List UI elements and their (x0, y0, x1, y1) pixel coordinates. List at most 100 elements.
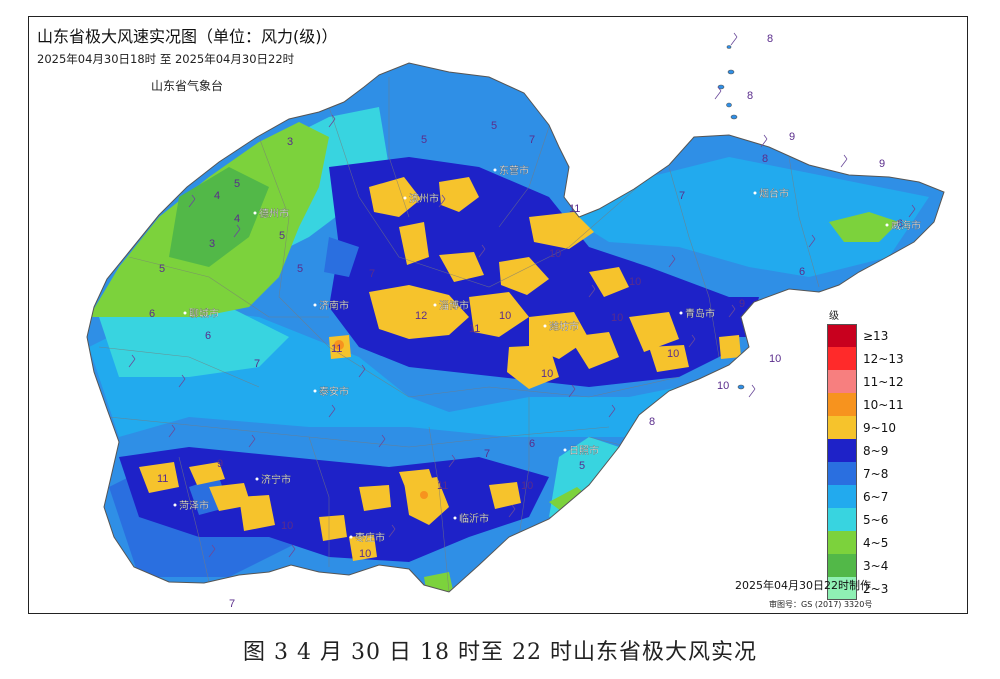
legend-item: 5~6 (827, 508, 937, 531)
legend-heading: 级 (829, 311, 839, 322)
legend-label: 7~8 (863, 466, 889, 481)
city-label: 泰安市 (319, 385, 349, 398)
legend-swatch (827, 485, 857, 508)
city-dot (885, 223, 889, 227)
map-frame: 8 8 9 8 9 8 3 5 4 4 3 5 5 5 6 6 7 11 12 11 10 10 10 10 10 10 11 10 1… (28, 16, 968, 614)
legend-swatch (827, 416, 857, 439)
city-label: 东营市 (499, 164, 529, 177)
wind-value-label: 10 (499, 310, 511, 322)
city-label: 滨州市 (409, 192, 439, 205)
wind-value-label: 10 (717, 380, 729, 392)
wind-value-label: 10 (541, 368, 553, 380)
wind-value-label: 5 (491, 120, 497, 132)
legend-swatch (827, 439, 857, 462)
wind-value-label: 6 (149, 308, 155, 320)
city-label: 烟台市 (759, 187, 789, 200)
legend-label: 3~4 (863, 558, 889, 573)
wind-value-label: 4 (214, 190, 220, 202)
wind-value-label: 11 (331, 343, 342, 355)
legend-item: ≥13 (827, 324, 937, 347)
legend-item: 7~8 (827, 462, 937, 485)
legend-item: 2~3 (827, 577, 937, 600)
map-title: 山东省极大风速实况图（单位：风力(级)） (37, 27, 338, 46)
city-label: 济南市 (319, 299, 349, 312)
legend-label: 4~5 (863, 535, 889, 550)
wind-value-label: 7 (484, 448, 490, 460)
city-label: 日照市 (569, 444, 599, 457)
city-dot (183, 311, 187, 315)
city-dot (403, 196, 407, 200)
city-dot (543, 324, 547, 328)
wind-value-label: 10 (629, 276, 641, 288)
legend-item: 10~11 (827, 393, 937, 416)
wind-value-label: 10 (611, 312, 623, 324)
wind-value-label: 11 (437, 480, 448, 492)
wind-value-label: 3 (209, 238, 215, 250)
city-dot (255, 477, 259, 481)
city-dot (313, 389, 317, 393)
legend-item: 8~9 (827, 439, 937, 462)
wind-legend: 级 ≥13 12~13 11~12 10~11 9~10 8~9 7~8 6~7 5~6 4~5 3… (827, 307, 937, 600)
wind-map: 8 8 9 8 9 8 3 5 4 4 3 5 5 5 6 6 7 11 12 11 10 10 10 10 10 10 11 10 1… (86, 32, 945, 610)
wind-value-label: 7 (529, 134, 535, 146)
map-value-labels: 8 8 9 8 9 8 3 5 4 4 3 5 5 5 6 6 7 11 12 11 10 10 10 10 10 10 11 10 1… (149, 33, 903, 610)
legend-swatch (827, 462, 857, 485)
time-range: 2025年04月30日18时 至 2025年04月30日22时 (37, 52, 295, 66)
city-dot (313, 303, 317, 307)
wind-value-label: 3 (287, 136, 293, 148)
city-label: 枣庄市 (355, 531, 385, 544)
legend-item: 12~13 (827, 347, 937, 370)
legend-label: 2~3 (863, 581, 889, 596)
wind-value-label: 7 (369, 268, 375, 280)
city-label: 菏泽市 (179, 499, 209, 512)
wind-value-label: 5 (297, 263, 303, 275)
legend-label: 9~10 (863, 420, 896, 435)
legend-label: 5~6 (863, 512, 889, 527)
wind-value-label: 11 (469, 323, 480, 335)
legend-swatch (827, 370, 857, 393)
city-dot (563, 448, 567, 452)
wind-value-label: 8 (747, 90, 753, 102)
legend-swatch (827, 531, 857, 554)
city-label: 济宁市 (261, 473, 291, 486)
organization-label: 山东省气象台 (151, 79, 224, 93)
wind-value-label: 5 (579, 460, 585, 472)
wind-value-label: 10 (667, 348, 679, 360)
city-dot (433, 303, 437, 307)
wind-value-label: 4 (234, 213, 240, 225)
city-dot (173, 503, 177, 507)
wind-value-label: 10 (359, 548, 371, 560)
wind-value-label: 10 (769, 353, 781, 365)
wind-barbs (128, 32, 916, 558)
city-dot (493, 168, 497, 172)
legend-item: 4~5 (827, 531, 937, 554)
legend-item: 6~7 (827, 485, 937, 508)
legend-item: 9~10 (827, 416, 937, 439)
wind-value-label: 9 (217, 458, 223, 470)
city-dot (453, 516, 457, 520)
legend-swatch (827, 324, 857, 347)
approval-number: 审图号：GS (2017) 3320号 (769, 600, 873, 609)
legend-label: 8~9 (863, 443, 889, 458)
wind-value-label: 5 (421, 134, 427, 146)
wind-value-label: 7 (679, 190, 685, 202)
legend-item: 3~4 (827, 554, 937, 577)
wind-value-label: 11 (569, 203, 580, 215)
wind-value-label: 7 (254, 358, 260, 370)
legend-label: 11~12 (863, 374, 904, 389)
city-label: 聊城市 (189, 307, 219, 320)
wind-value-label: 8 (762, 153, 768, 165)
legend-label: 12~13 (863, 351, 904, 366)
wind-value-label: 10 (281, 520, 293, 532)
wind-value-label: 6 (205, 330, 211, 342)
city-label: 潍坊市 (549, 320, 579, 333)
legend-label: ≥13 (863, 328, 889, 343)
wind-value-label: 5 (279, 230, 285, 242)
legend-label: 10~11 (863, 397, 904, 412)
legend-swatch (827, 347, 857, 370)
figure-caption: 图 3 4 月 30 日 18 时至 22 时山东省极大风实况 (243, 640, 757, 665)
wind-value-label: 6 (799, 266, 805, 278)
city-dot (679, 311, 683, 315)
legend-swatch (827, 554, 857, 577)
